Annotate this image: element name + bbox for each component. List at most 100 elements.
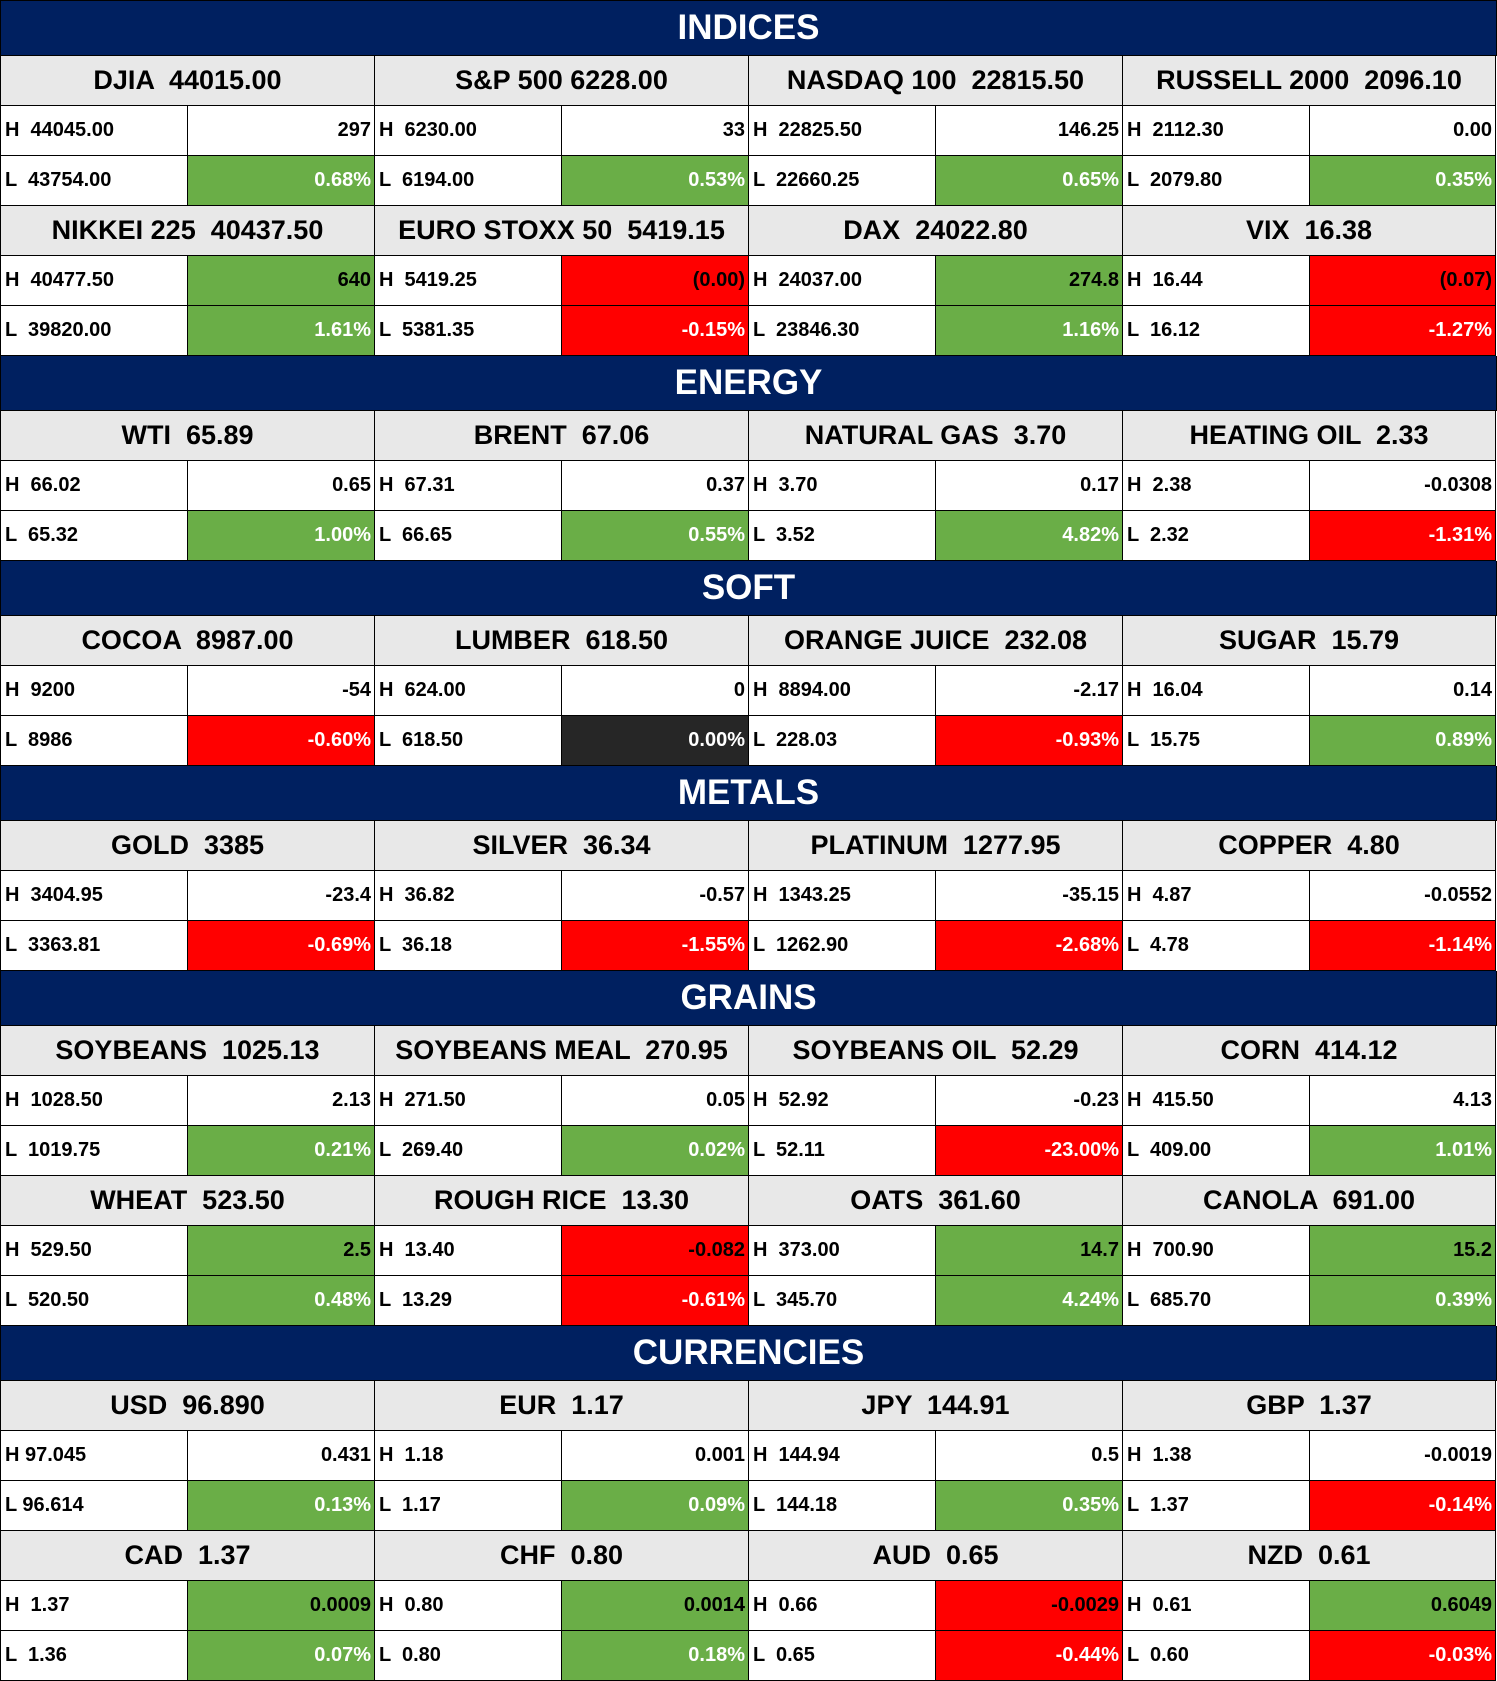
low-value: L 520.50: [1, 1276, 188, 1325]
low-row: L 3363.81 -0.69%: [1, 921, 374, 971]
ticker-card: NIKKEI 225 40437.50 H 40477.50 640 L 39820.…: [1, 206, 375, 356]
high-value: H 16.44: [1123, 256, 1310, 305]
high-row: H 3404.95 -23.4: [1, 871, 374, 921]
high-row: H 52.92 -0.23: [749, 1076, 1122, 1126]
ticker-card: HEATING OIL 2.33 H 2.38 -0.0308 L 2.32 -1.31…: [1123, 411, 1496, 561]
ticker-title: NATURAL GAS 3.70: [749, 411, 1122, 461]
net-change: 0.5: [936, 1431, 1122, 1480]
low-row: L 1.37 -0.14%: [1123, 1481, 1495, 1531]
percent-change: 0.68%: [188, 156, 374, 205]
percent-change: 0.07%: [188, 1631, 374, 1680]
ticker-card: GBP 1.37 H 1.38 -0.0019 L 1.37 -0.14%: [1123, 1381, 1496, 1531]
high-value: H 0.61: [1123, 1581, 1310, 1630]
high-value: H 373.00: [749, 1226, 936, 1275]
ticker-card: GOLD 3385 H 3404.95 -23.4 L 3363.81 -0.69%: [1, 821, 375, 971]
net-change: (0.00): [562, 256, 748, 305]
low-value: L 23846.30: [749, 306, 936, 355]
percent-change: 1.00%: [188, 511, 374, 560]
net-change: (0.07): [1310, 256, 1495, 305]
low-row: L 15.75 0.89%: [1123, 716, 1495, 766]
ticker-card: DAX 24022.80 H 24037.00 274.8 L 23846.30 1.1…: [749, 206, 1123, 356]
card-row: SOYBEANS 1025.13 H 1028.50 2.13 L 1019.75 0.…: [1, 1026, 1497, 1176]
ticker-title: VIX 16.38: [1123, 206, 1495, 256]
low-row: L 6194.00 0.53%: [375, 156, 748, 206]
low-value: L 65.32: [1, 511, 188, 560]
ticker-card: SILVER 36.34 H 36.82 -0.57 L 36.18 -1.55%: [375, 821, 749, 971]
high-value: H 44045.00: [1, 106, 188, 155]
high-row: H 9200 -54: [1, 666, 374, 716]
ticker-title: ORANGE JUICE 232.08: [749, 616, 1122, 666]
percent-change: 0.89%: [1310, 716, 1495, 765]
high-value: H 3404.95: [1, 871, 188, 920]
ticker-card: OATS 361.60 H 373.00 14.7 L 345.70 4.24%: [749, 1176, 1123, 1326]
high-value: H 144.94: [749, 1431, 936, 1480]
ticker-card: NATURAL GAS 3.70 H 3.70 0.17 L 3.52 4.82%: [749, 411, 1123, 561]
net-change: 0: [562, 666, 748, 715]
high-value: H 1.38: [1123, 1431, 1310, 1480]
ticker-title: DJIA 44015.00: [1, 56, 374, 106]
high-value: H 624.00: [375, 666, 562, 715]
ticker-card: PLATINUM 1277.95 H 1343.25 -35.15 L 1262.90…: [749, 821, 1123, 971]
ticker-title: WHEAT 523.50: [1, 1176, 374, 1226]
low-row: L 96.614 0.13%: [1, 1481, 374, 1531]
high-row: H 0.80 0.0014: [375, 1581, 748, 1631]
low-value: L 15.75: [1123, 716, 1310, 765]
low-value: L 1.36: [1, 1631, 188, 1680]
high-row: H 13.40 -0.082: [375, 1226, 748, 1276]
net-change: -23.4: [188, 871, 374, 920]
low-row: L 618.50 0.00%: [375, 716, 748, 766]
high-value: H 0.66: [749, 1581, 936, 1630]
section-header-grains: GRAINS: [1, 971, 1497, 1026]
net-change: 640: [188, 256, 374, 305]
percent-change: -0.15%: [562, 306, 748, 355]
ticker-title: DAX 24022.80: [749, 206, 1122, 256]
low-value: L 39820.00: [1, 306, 188, 355]
ticker-title: NASDAQ 100 22815.50: [749, 56, 1122, 106]
net-change: 4.13: [1310, 1076, 1495, 1125]
net-change: 14.7: [936, 1226, 1122, 1275]
low-row: L 0.80 0.18%: [375, 1631, 748, 1681]
ticker-card: SOYBEANS MEAL 270.95 H 271.50 0.05 L 269.40…: [375, 1026, 749, 1176]
high-value: H 16.04: [1123, 666, 1310, 715]
high-value: H 22825.50: [749, 106, 936, 155]
ticker-card: COCOA 8987.00 H 9200 -54 L 8986 -0.60%: [1, 616, 375, 766]
low-row: L 43754.00 0.68%: [1, 156, 374, 206]
high-row: H 1.37 0.0009: [1, 1581, 374, 1631]
low-value: L 2079.80: [1123, 156, 1310, 205]
net-change: -0.57: [562, 871, 748, 920]
high-row: H 415.50 4.13: [1123, 1076, 1495, 1126]
ticker-card: NASDAQ 100 22815.50 H 22825.50 146.25 L 226…: [749, 56, 1123, 206]
low-row: L 16.12 -1.27%: [1123, 306, 1495, 356]
high-row: H 373.00 14.7: [749, 1226, 1122, 1276]
low-row: L 39820.00 1.61%: [1, 306, 374, 356]
high-row: H 144.94 0.5: [749, 1431, 1122, 1481]
high-row: H 24037.00 274.8: [749, 256, 1122, 306]
low-row: L 1.36 0.07%: [1, 1631, 374, 1681]
ticker-title: COCOA 8987.00: [1, 616, 374, 666]
net-change: 33: [562, 106, 748, 155]
low-row: L 0.65 -0.44%: [749, 1631, 1122, 1681]
ticker-card: CANOLA 691.00 H 700.90 15.2 L 685.70 0.39%: [1123, 1176, 1496, 1326]
percent-change: 0.35%: [1310, 156, 1495, 205]
net-change: -54: [188, 666, 374, 715]
low-value: L 3.52: [749, 511, 936, 560]
ticker-card: BRENT 67.06 H 67.31 0.37 L 66.65 0.55%: [375, 411, 749, 561]
low-value: L 16.12: [1123, 306, 1310, 355]
net-change: -35.15: [936, 871, 1122, 920]
low-value: L 1019.75: [1, 1126, 188, 1175]
high-row: H 1028.50 2.13: [1, 1076, 374, 1126]
low-row: L 2079.80 0.35%: [1123, 156, 1495, 206]
percent-change: -1.31%: [1310, 511, 1495, 560]
ticker-title: RUSSELL 2000 2096.10: [1123, 56, 1495, 106]
card-row: GOLD 3385 H 3404.95 -23.4 L 3363.81 -0.69% SI…: [1, 821, 1497, 971]
low-row: L 66.65 0.55%: [375, 511, 748, 561]
percent-change: -1.14%: [1310, 921, 1495, 970]
low-value: L 1.37: [1123, 1481, 1310, 1530]
percent-change: 0.21%: [188, 1126, 374, 1175]
percent-change: -0.44%: [936, 1631, 1122, 1680]
net-change: -2.17: [936, 666, 1122, 715]
net-change: -0.082: [562, 1226, 748, 1275]
high-value: H 700.90: [1123, 1226, 1310, 1275]
ticker-title: SILVER 36.34: [375, 821, 748, 871]
percent-change: -0.93%: [936, 716, 1122, 765]
